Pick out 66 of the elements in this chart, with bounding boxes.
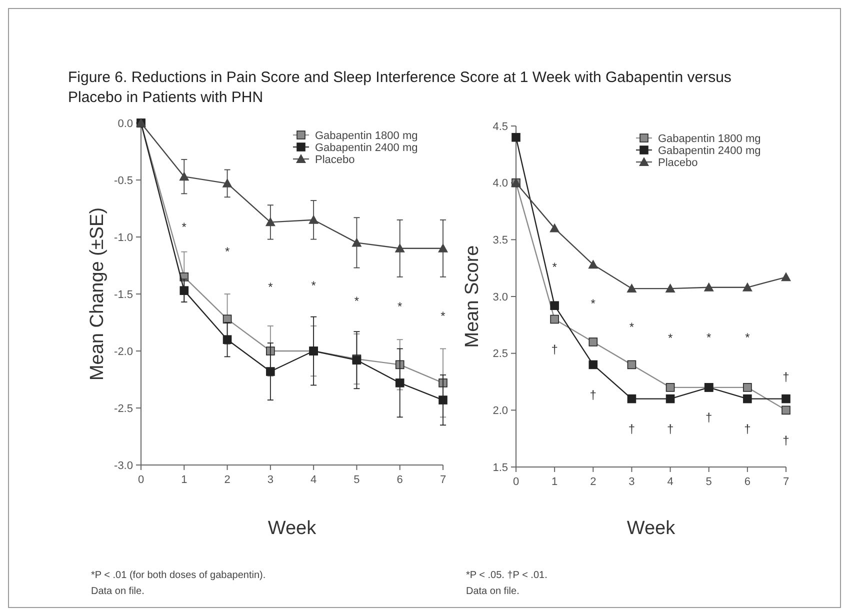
text: Data on file. (91, 586, 144, 597)
annotation: † (782, 433, 790, 448)
y-tick-label: -2.5 (114, 402, 133, 415)
legend-label: Gabapentin 2400 mg (315, 142, 418, 154)
x-tick-label: 2 (590, 476, 596, 488)
text: *P < .01 (for both doses of gabapentin). (91, 570, 266, 581)
y-tick-label: -3.0 (114, 460, 133, 472)
x-tick-label: 2 (224, 474, 230, 486)
x-tick-label: 5 (706, 476, 712, 488)
x-axis-title: Week (268, 518, 317, 539)
annotation: † (744, 422, 751, 436)
x-tick-label: 7 (782, 476, 790, 488)
text: Data on file. (466, 586, 520, 597)
legend-label: Gabapentin 1800 mg (658, 132, 761, 145)
y-tick-label: 3.0 (492, 291, 508, 304)
legend-label: Placebo (315, 154, 355, 166)
annotation: * (629, 320, 634, 334)
annotation: * (354, 294, 360, 308)
x-tick-label: 7 (440, 474, 446, 486)
x-tick-label: 6 (396, 474, 403, 486)
x-tick-label: 0 (138, 474, 144, 486)
y-axis-title: Mean Change (±SE) (87, 207, 108, 381)
y-tick-label: -2.0 (114, 346, 133, 358)
y-tick-label: -0.5 (114, 174, 133, 187)
annotation: † (666, 422, 674, 436)
x-tick-label: 1 (181, 474, 188, 486)
x-tick-label: 3 (628, 476, 635, 488)
x-tick-label: 1 (552, 476, 558, 488)
annotation: † (590, 388, 596, 402)
y-tick-label: -1.0 (114, 232, 133, 244)
legend-label: Gabapentin 1800 mg (315, 130, 418, 142)
annotation: * (745, 330, 750, 345)
text: *P < .05. †P < .01. (466, 570, 548, 581)
annotation: * (268, 280, 274, 294)
y-tick-label: -1.5 (114, 288, 133, 301)
annotation: * (440, 308, 446, 323)
legend-label: Gabapentin 2400 mg (658, 144, 761, 157)
y-tick-label: 3.5 (492, 234, 508, 247)
x-tick-label: 3 (267, 474, 274, 486)
annotation: * (668, 331, 673, 346)
x-axis-title: Week (626, 518, 676, 539)
y-tick-label: 0.0 (118, 118, 133, 130)
legend-label: Placebo (658, 156, 698, 169)
x-tick-label: 5 (354, 474, 360, 486)
annotation: * (552, 260, 558, 274)
x-tick-label: 4 (310, 474, 317, 486)
annotation: * (398, 300, 403, 314)
annotation: † (628, 422, 636, 436)
annotation: * (224, 244, 230, 258)
annotation: † (782, 370, 790, 384)
x-tick-label: 4 (667, 476, 674, 488)
annotation: † (706, 410, 712, 425)
y-tick-label: 4.5 (492, 120, 508, 133)
y-tick-label: 1.5 (492, 462, 508, 474)
annotation: * (311, 278, 316, 293)
y-tick-label: 2.5 (492, 348, 508, 360)
x-tick-label: 0 (512, 476, 520, 488)
annotation: * (706, 330, 712, 345)
y-axis-title: Mean Score (462, 245, 483, 348)
y-tick-label: 4.0 (492, 178, 508, 190)
annotation: * (590, 296, 596, 311)
y-tick-label: 2.0 (492, 405, 508, 418)
annotation: † (551, 342, 558, 356)
annotation: * (182, 220, 187, 234)
x-tick-label: 6 (744, 476, 750, 488)
chart-title: Figure 6. Reductions in Pain Score and Sleep Interference Score at 1 Week with Gabapentin versus Placebo in Patients with PHN (68, 68, 732, 108)
